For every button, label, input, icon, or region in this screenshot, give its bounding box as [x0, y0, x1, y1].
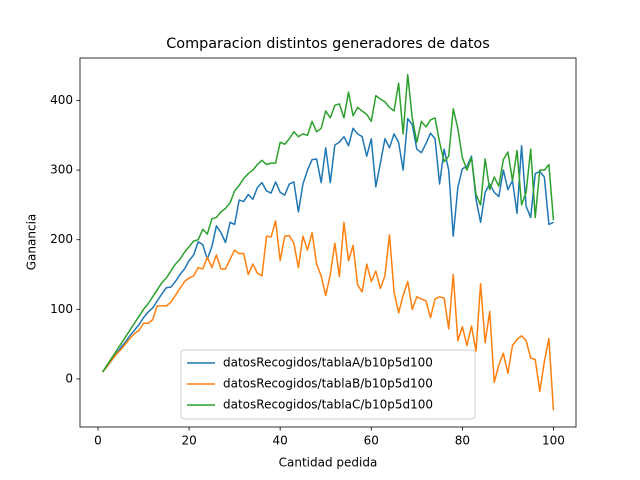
- y-tick-label: 300: [50, 163, 73, 177]
- y-axis-label: Ganancia: [25, 214, 39, 271]
- x-tick-label: 20: [181, 434, 196, 448]
- chart-title: Comparacion distintos generadores de dat…: [166, 36, 490, 52]
- x-axis-label: Cantidad pedida: [279, 456, 378, 470]
- x-tick-label: 80: [455, 434, 470, 448]
- legend-box: [180, 349, 476, 420]
- y-tick-label: 100: [50, 302, 73, 316]
- legend-label: datosRecogidos/tablaC/b10p5d100: [223, 398, 433, 412]
- plot-frame: [79, 57, 577, 428]
- x-tick-label: 60: [364, 434, 379, 448]
- legend-label: datosRecogidos/tablaB/b10p5d100: [223, 377, 433, 391]
- y-tick-label: 400: [50, 93, 73, 107]
- x-tick-label: 40: [273, 434, 288, 448]
- x-tick-label: 0: [94, 434, 102, 448]
- legend-label: datosRecogidos/tablaA/b10p5d100: [223, 356, 433, 370]
- data-line: [101, 220, 555, 411]
- y-tick-label: 200: [50, 232, 73, 246]
- x-tick-label: 100: [542, 434, 565, 448]
- data-line: [101, 73, 555, 373]
- y-tick-label: 0: [65, 371, 73, 385]
- data-line: [101, 117, 554, 373]
